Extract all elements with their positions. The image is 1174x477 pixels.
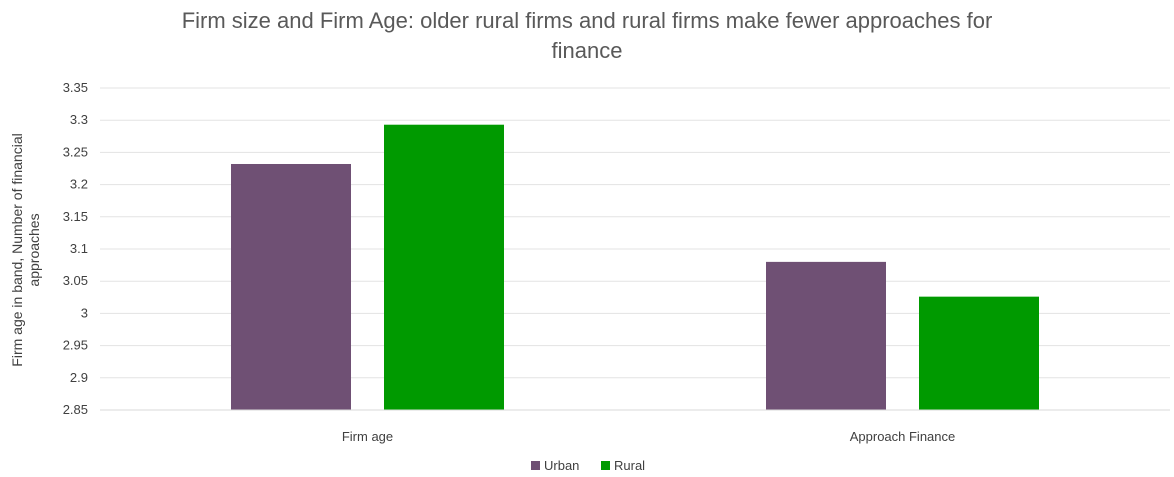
x-axis-categories: Firm age Approach Finance xyxy=(342,429,955,444)
bar-rural-1 xyxy=(919,296,1039,410)
y-tick-label: 3.35 xyxy=(63,80,88,95)
chart-title-line-2: finance xyxy=(552,38,623,63)
y-axis-label-line-1: Firm age in band, Number of financial xyxy=(9,133,25,366)
y-tick-label: 3.05 xyxy=(63,273,88,288)
bars xyxy=(231,124,1039,410)
y-tick-label: 2.85 xyxy=(63,402,88,417)
x-category-label: Firm age xyxy=(342,429,393,444)
y-tick-label: 3.15 xyxy=(63,209,88,224)
legend-label-rural: Rural xyxy=(614,458,645,473)
y-axis-ticks: 2.85 2.9 2.95 3 3.05 3.1 3.15 3.2 3.25 3.3 3.35 xyxy=(63,80,88,417)
y-tick-label: 2.9 xyxy=(70,370,88,385)
bar-urban-1 xyxy=(766,261,886,410)
y-tick-label: 3.3 xyxy=(70,112,88,127)
legend: Urban Rural xyxy=(531,458,645,473)
chart-title-line-1: Firm size and Firm Age: older rural firm… xyxy=(182,8,993,33)
y-axis-label-line-2: approaches xyxy=(26,213,42,286)
legend-swatch-rural xyxy=(601,461,610,470)
legend-swatch-urban xyxy=(531,461,540,470)
bar-rural-0 xyxy=(384,124,504,410)
y-tick-label: 3.25 xyxy=(63,144,88,159)
y-tick-label: 2.95 xyxy=(63,338,88,353)
y-tick-label: 3 xyxy=(81,305,88,320)
bar-urban-0 xyxy=(231,163,351,410)
x-category-label: Approach Finance xyxy=(850,429,956,444)
y-tick-label: 3.1 xyxy=(70,241,88,256)
y-tick-label: 3.2 xyxy=(70,177,88,192)
legend-label-urban: Urban xyxy=(544,458,579,473)
